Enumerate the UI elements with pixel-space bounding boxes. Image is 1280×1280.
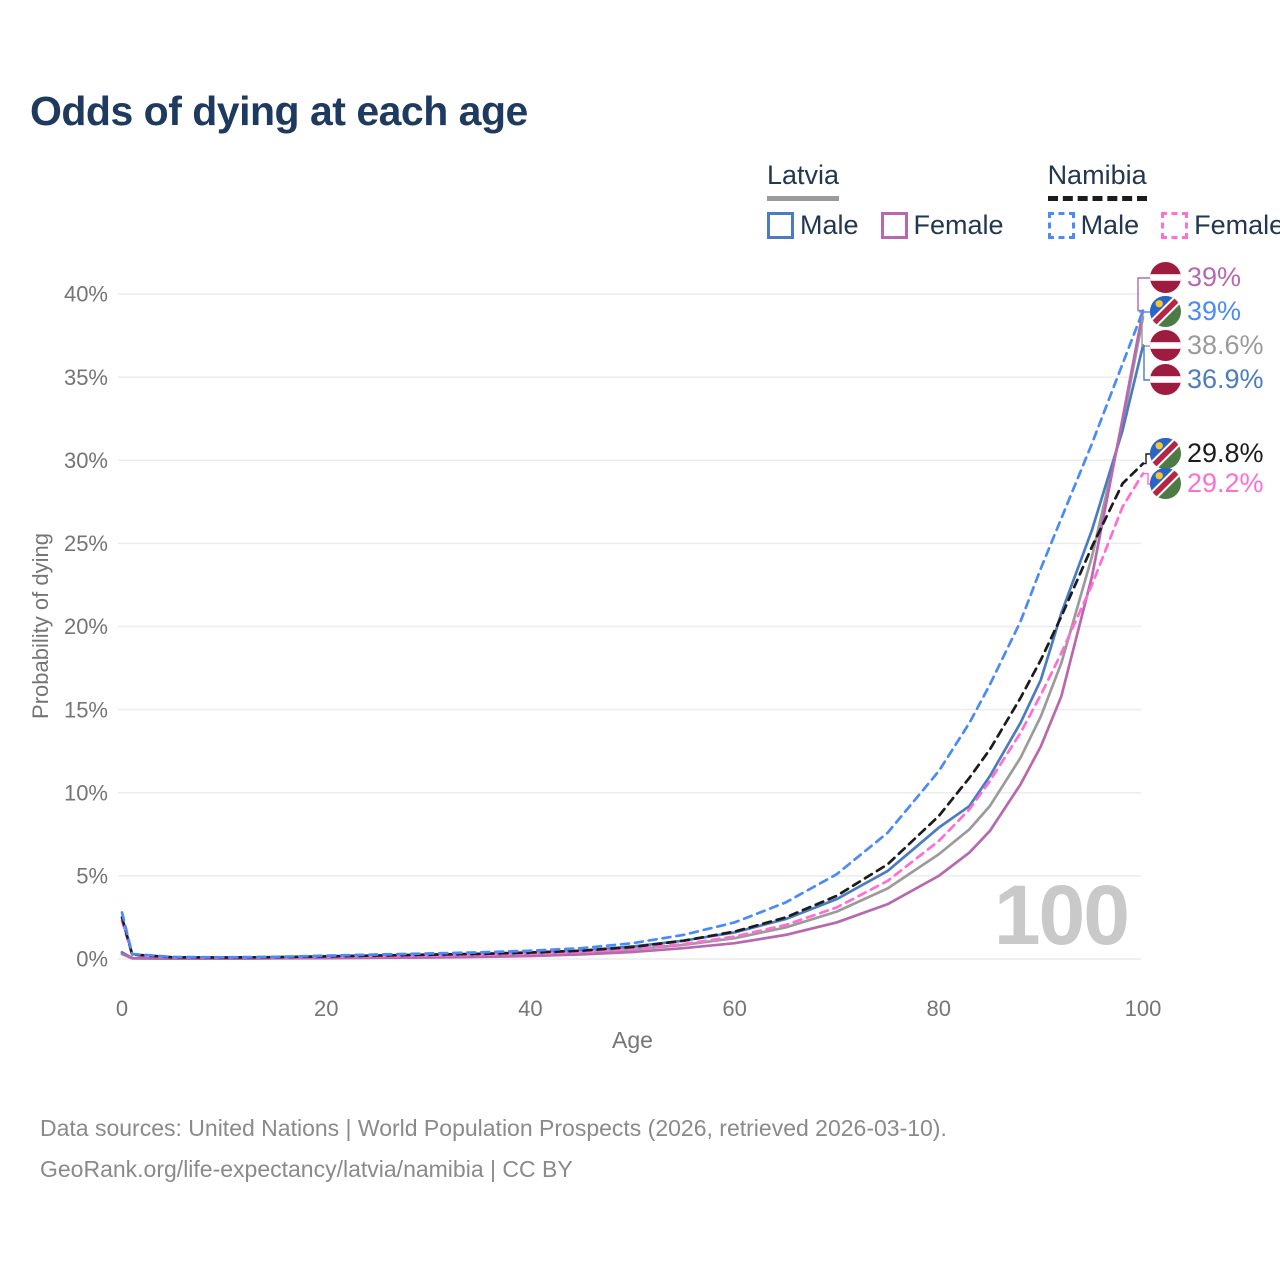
legend-label-namibia-male: Male	[1080, 210, 1140, 240]
y-tick-label: 15%	[64, 697, 108, 722]
namibia-female-swatch-icon	[1161, 212, 1189, 239]
leader-line	[1143, 344, 1150, 381]
namibia-flag-icon	[1150, 296, 1181, 327]
legend-item-latvia-male[interactable]: Male	[767, 210, 859, 241]
end-label-value: 38.6%	[1187, 330, 1264, 360]
namibia-flag-icon	[1150, 438, 1181, 469]
footer: Data sources: United Nations | World Pop…	[40, 1108, 947, 1190]
age-watermark: 100	[994, 868, 1128, 962]
chart-title: Odds of dying at each age	[30, 88, 528, 134]
latvia-flag-icon	[1150, 364, 1181, 395]
end-label-value: 29.8%	[1187, 438, 1264, 468]
y-tick-label: 5%	[76, 864, 108, 889]
legend-item-namibia-male[interactable]: Male	[1047, 210, 1140, 241]
leader-line	[1139, 309, 1150, 313]
y-tick-label: 10%	[64, 780, 108, 805]
line-namibia-male[interactable]	[120, 309, 1145, 959]
legend-group-latvia: Latvia Male Female	[767, 160, 1004, 241]
legend-label-latvia-male: Male	[800, 210, 859, 240]
end-label-39pct: 39%	[1150, 262, 1241, 293]
line-namibia-total[interactable]	[120, 462, 1145, 959]
end-label-29.2pct: 29.2%	[1150, 468, 1264, 499]
footer-link-line: GeoRank.org/life-expectancy/latvia/namib…	[40, 1156, 573, 1182]
x-tick-label: 20	[314, 996, 338, 1021]
x-tick-label: 60	[722, 996, 746, 1021]
end-label-value: 39%	[1187, 262, 1242, 292]
legend-item-namibia-female[interactable]: Female	[1161, 210, 1280, 241]
latvia-flag-icon	[1150, 330, 1181, 361]
legend-country-latvia[interactable]: Latvia	[767, 160, 840, 201]
y-tick-label: 40%	[64, 282, 108, 307]
legend-label-latvia-female: Female	[913, 210, 1004, 240]
y-tick-label: 35%	[64, 365, 108, 390]
latvia-flag-icon	[1150, 262, 1181, 293]
line-latvia-female[interactable]	[120, 309, 1145, 961]
line-latvia-total[interactable]	[120, 315, 1145, 960]
y-tick-label: 0%	[76, 947, 108, 972]
leader-line	[1143, 472, 1150, 485]
line-namibia-female[interactable]	[120, 472, 1145, 960]
latvia-male-swatch-icon	[767, 212, 794, 239]
x-tick-label: 80	[927, 996, 951, 1021]
end-label-36.9pct: 36.9%	[1150, 364, 1264, 395]
legend-country-namibia[interactable]: Namibia	[1047, 160, 1147, 201]
latvia-female-swatch-icon	[880, 212, 908, 239]
end-label-29.8pct: 29.8%	[1150, 438, 1264, 469]
end-label-value: 39%	[1187, 296, 1242, 326]
x-tick-label: 0	[116, 996, 128, 1021]
footer-source-line: Data sources: United Nations | World Pop…	[40, 1115, 947, 1141]
chart-canvas: 0% 5% 10% 15% 20% 25% 30% 35% 40% 0 20 40 60 80 100 Age…	[28, 277, 1162, 1053]
namibia-male-swatch-icon	[1047, 212, 1075, 239]
x-tick-label: 100	[1125, 996, 1162, 1021]
leader-line	[1141, 316, 1150, 347]
end-label-value: 36.9%	[1187, 364, 1264, 394]
y-tick-label: 25%	[64, 531, 108, 556]
namibia-flag-icon	[1150, 468, 1181, 499]
legend-item-latvia-female[interactable]: Female	[880, 210, 1004, 241]
leader-line	[1143, 453, 1150, 465]
legend-group-namibia: Namibia Male Female	[1047, 160, 1280, 241]
y-axis-title: Probability of dying	[28, 533, 53, 719]
end-label-value: 29.2%	[1187, 468, 1264, 498]
legend-label-namibia-female: Female	[1194, 210, 1280, 240]
end-label-39pct: 39%	[1150, 296, 1241, 327]
end-label-38.6pct: 38.6%	[1150, 330, 1264, 361]
x-axis-title: Age	[612, 1027, 653, 1053]
y-tick-label: 20%	[64, 614, 108, 639]
x-tick-label: 40	[518, 996, 542, 1021]
y-tick-label: 30%	[64, 448, 108, 473]
legend: Latvia Male Female Namibia Male	[767, 160, 1280, 241]
line-latvia-male[interactable]	[120, 344, 1145, 960]
